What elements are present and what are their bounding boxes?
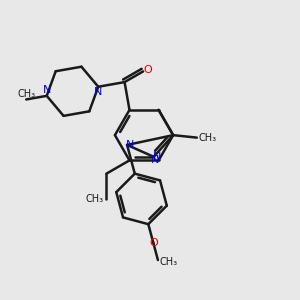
Text: N: N xyxy=(43,85,51,95)
Text: CH₃: CH₃ xyxy=(85,194,103,204)
Text: O: O xyxy=(143,65,152,75)
Text: N: N xyxy=(126,140,134,150)
Text: O: O xyxy=(149,238,158,248)
Text: N: N xyxy=(94,87,102,97)
Text: CH₃: CH₃ xyxy=(159,256,178,266)
Text: N: N xyxy=(151,155,159,165)
Text: N: N xyxy=(152,152,161,162)
Text: CH₃: CH₃ xyxy=(17,89,35,99)
Text: CH₃: CH₃ xyxy=(198,133,216,142)
